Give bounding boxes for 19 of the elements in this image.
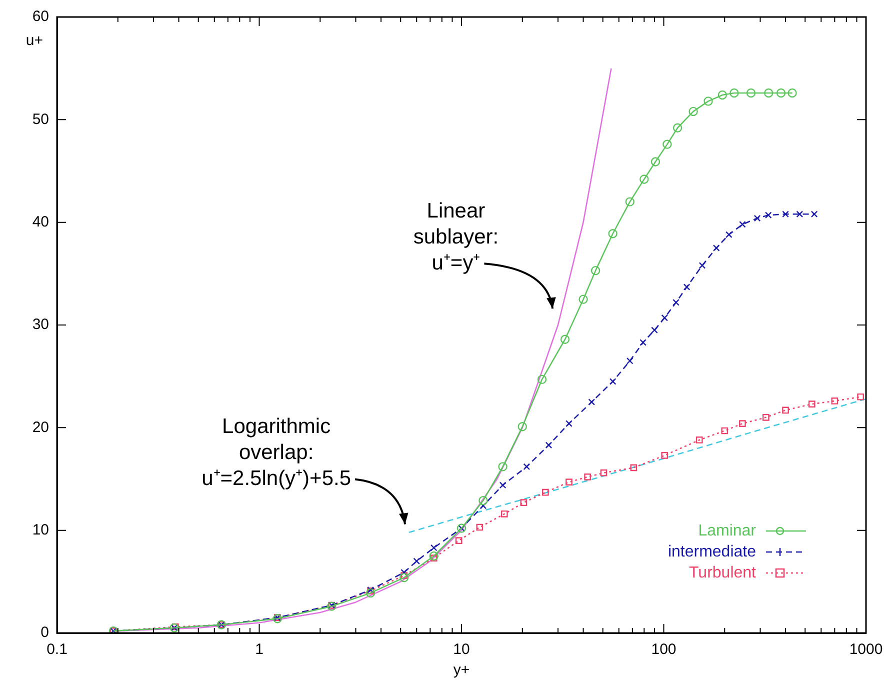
x-tick-label: 10 <box>453 641 470 658</box>
y-tick-label: 10 <box>32 521 49 538</box>
y-axis-title: u+ <box>26 32 44 50</box>
y-tick-label: 30 <box>32 316 49 334</box>
legend-label: Turbulent <box>689 564 757 582</box>
annotation: Linear sublayer: u⁺=y⁺ <box>413 199 499 274</box>
x-tick-label: 0.1 <box>46 641 68 658</box>
x-tick-label: 100 <box>651 641 676 658</box>
annotation: Logarithmic overlap: u⁺=2.5ln(y⁺)+5.5 <box>202 415 352 490</box>
legend-label: intermediate <box>668 543 756 560</box>
y-tick-label: 0 <box>40 624 49 642</box>
x-axis-title: y+ <box>453 662 470 679</box>
y-tick-label: 60 <box>32 8 49 26</box>
y-tick-label: 40 <box>32 213 49 230</box>
x-tick-label: 1 <box>255 641 264 658</box>
y-tick-label: 50 <box>32 110 49 128</box>
y-tick-label: 20 <box>32 418 49 436</box>
x-tick-label: 1000 <box>849 641 883 658</box>
legend-label: Laminar <box>698 522 757 540</box>
